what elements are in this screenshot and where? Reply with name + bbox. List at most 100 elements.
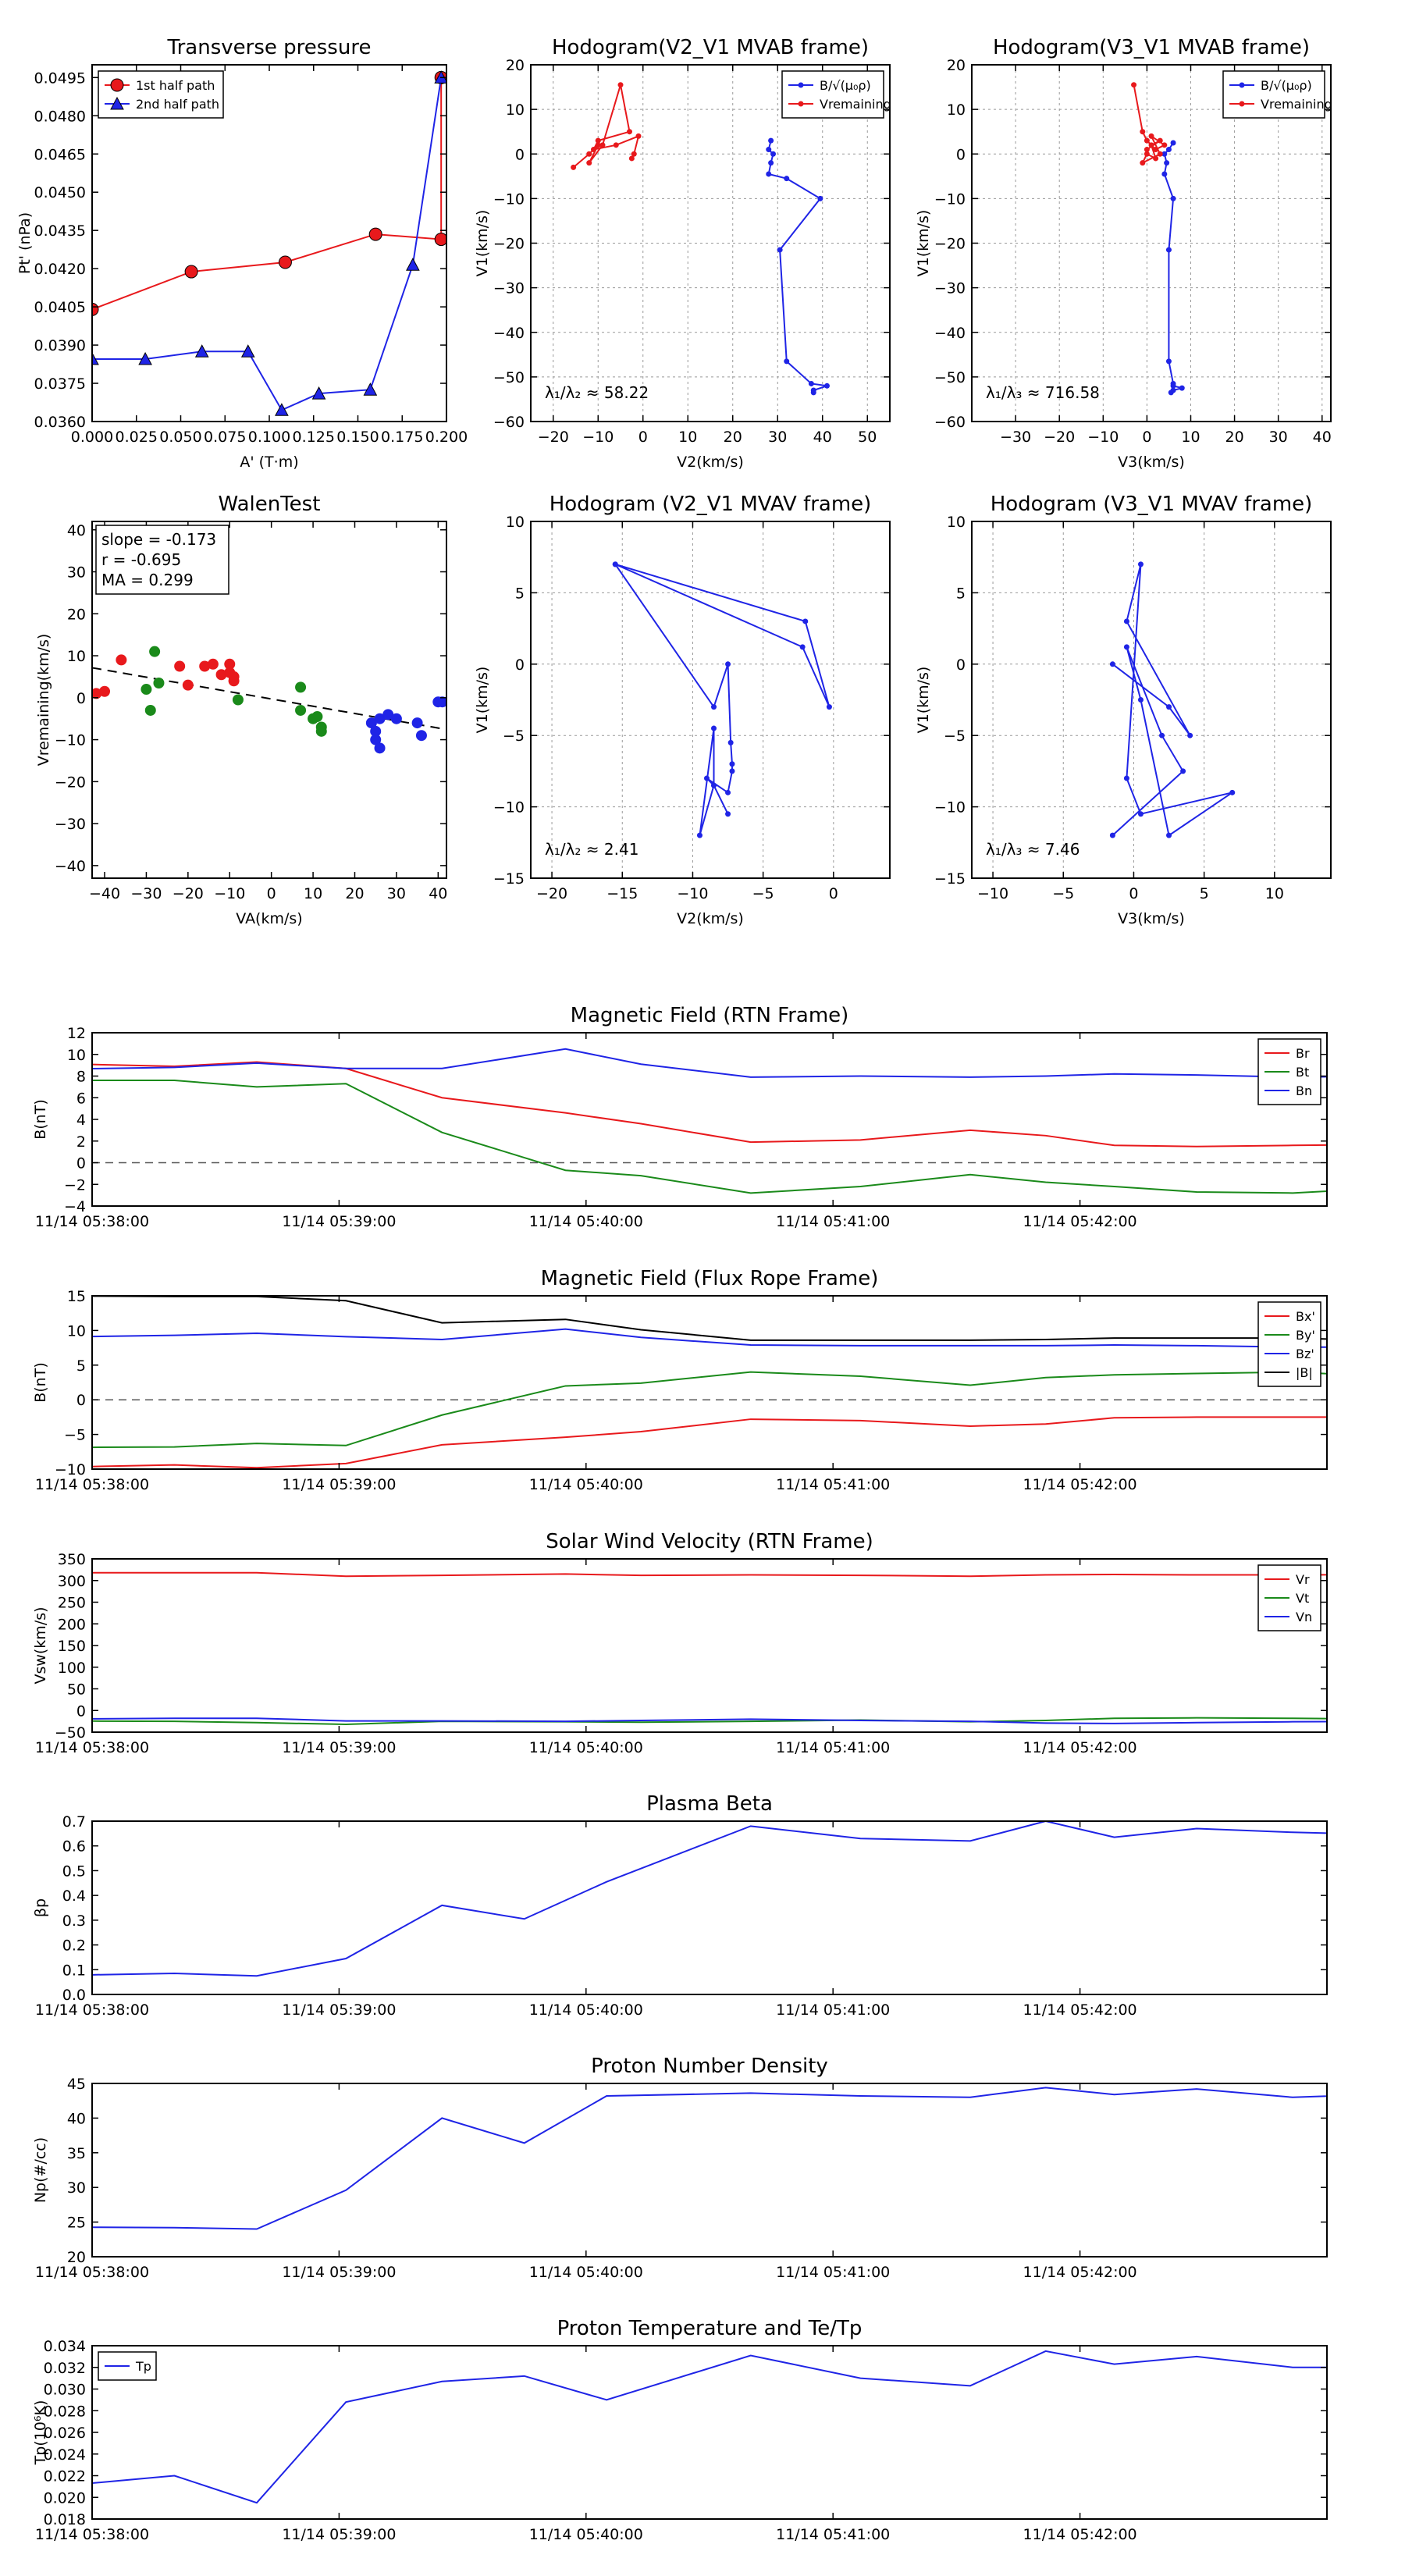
x-tick-label: −10 [214,885,245,902]
legend: Tp [98,2351,157,2381]
x-tick-label: 40 [1313,429,1332,446]
y-tick-label: −60 [493,414,525,431]
y-tick-label: 20 [67,2249,86,2266]
data-point [182,679,194,691]
data-point [1153,147,1159,153]
x-tick-label: 11/14 05:42:00 [1023,2001,1137,2019]
x-tick-label: 30 [768,429,787,446]
y-tick-label: 0.022 [44,2468,86,2485]
x-tick-label: 11/14 05:39:00 [282,1213,396,1230]
chart-title: Magnetic Field (Flux Rope Frame) [541,1267,879,1290]
x-tick-label: 0.100 [248,429,290,446]
data-point [1123,644,1129,650]
data-point [1161,142,1168,148]
data-point [1148,142,1154,148]
data-point [1140,160,1146,166]
y-tick-label: 40 [67,2110,86,2127]
data-point [174,660,186,672]
data-point [1229,789,1236,795]
data-point [368,227,382,241]
series-line-By' [92,1371,1327,1449]
y-tick-label: 0.024 [44,2446,86,2464]
chart-np: Proton Number Density 11/14 05:38:00 11/14… [32,2055,1328,2281]
y-tick-label: 0.0495 [34,69,86,87]
data-point [808,380,814,386]
x-tick-label: 10 [678,429,697,446]
data-point [711,782,717,788]
x-tick-label: 11/14 05:40:00 [529,1476,643,1493]
y-tick-label: −15 [934,870,966,888]
data-point [810,390,816,396]
data-point [149,646,161,657]
x-tick-label: 11/14 05:40:00 [529,2526,643,2543]
plot-frame [91,1295,1328,1470]
y-tick-label: 0.0375 [34,375,86,393]
stats-r: r = -0.695 [101,550,181,569]
data-point [766,171,772,177]
data-point [802,618,809,624]
data-point [628,155,635,162]
legend-box [1222,70,1325,119]
data-point [184,265,198,279]
y-tick-label: −10 [55,732,86,749]
legend-label: Bz' [1296,1347,1314,1361]
series-line-V [1112,564,1233,837]
y-tick-label: 0.2 [62,1937,86,1955]
x-tick-label: 11/14 05:39:00 [282,1476,396,1493]
x-tick-label: 11/14 05:39:00 [282,1739,396,1756]
plot-area [92,1048,1327,1194]
plot-area [92,1296,1327,1469]
plot-frame [91,521,447,879]
plot-area [612,561,832,838]
data-point [116,654,127,666]
x-tick-label: −20 [1044,429,1075,446]
y-tick-label: −30 [55,816,86,833]
y-tick-label: 0.0420 [34,261,86,278]
x-tick-label: 11/14 05:41:00 [776,2001,890,2019]
x-tick-label: 10 [1181,429,1200,446]
plot-frame [91,2345,1328,2520]
chart-mag_rtn: Magnetic Field (RTN Frame) 11/14 05:38:00… [32,1004,1328,1230]
data-point [138,351,152,365]
data-point [1161,151,1168,157]
y-tick-label: 0 [515,656,525,674]
y-tick-label: 0 [76,1155,86,1172]
data-point [370,734,382,745]
data-point [224,658,236,670]
y-axis-label: V1(km/s) [474,667,491,734]
y-tick-label: 0.0480 [34,108,86,125]
y-tick-label: −10 [493,190,525,208]
y-tick-label: 0.1 [62,1962,86,1979]
y-tick-label: 10 [947,101,966,119]
plot-area [571,82,830,396]
y-tick-label: 350 [58,1551,86,1568]
data-point [586,160,592,166]
data-point [1159,732,1165,738]
x-tick-label: 20 [345,885,364,902]
data-point [768,137,774,144]
data-point [1137,697,1144,703]
x-tick-label: 11/14 05:42:00 [1023,1476,1137,1493]
y-tick-label: 30 [67,564,86,582]
x-tick-label: −10 [582,429,614,446]
x-tick-label: −15 [606,885,638,902]
y-axis-label: B(nT) [32,1099,49,1140]
y-tick-label: −10 [934,799,966,817]
y-tick-label: 12 [67,1025,86,1042]
x-tick-label: 11/14 05:38:00 [35,1213,149,1230]
chart-title: Solar Wind Velocity (RTN Frame) [546,1530,873,1553]
data-point [595,142,601,148]
series-line-1st half path [92,77,443,311]
y-tick-label: 0.028 [44,2403,86,2420]
y-tick-label: −5 [64,1427,86,1444]
legend-label: B/√(μ₀ρ) [820,78,871,93]
series-line-|B| [92,1296,1327,1341]
x-tick-label: 11/14 05:41:00 [776,1213,890,1230]
legend-label: Vn [1296,1610,1312,1624]
data-point [295,681,307,693]
y-tick-label: 0.0465 [34,146,86,163]
data-point [436,696,446,708]
y-tick-label: 30 [67,2179,86,2197]
data-point [784,176,790,182]
